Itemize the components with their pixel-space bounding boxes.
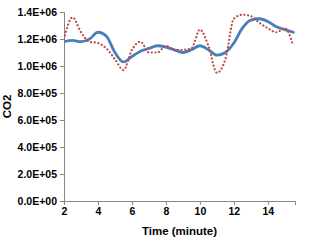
tick-mark [98, 201, 99, 205]
tick-label: 6.0E+05 [18, 114, 58, 126]
tick: 8 [163, 201, 169, 217]
tick: 8.0E+05 [18, 87, 64, 99]
tick: 4.0E+05 [18, 141, 64, 153]
tick-label: 4.0E+05 [18, 141, 58, 153]
axis-line [60, 13, 65, 202]
tick-mark [60, 66, 64, 67]
tick: 1.0E+06 [18, 60, 64, 72]
tick: 0.0E+00 [18, 195, 64, 207]
tick: 6 [130, 201, 136, 217]
tick-mark [132, 201, 133, 205]
tick-label: 0.0E+00 [18, 195, 58, 207]
lines [64, 15, 293, 73]
tick-label: 2.0E+05 [18, 168, 58, 180]
tick-label: 1.2E+06 [18, 33, 58, 45]
x-axis: 2 4 6 8 10 12 14 [62, 201, 296, 217]
tick-label: 1.4E+06 [18, 6, 58, 18]
tick-mark [60, 147, 64, 148]
tick: 10 [195, 201, 207, 217]
tick: 12 [229, 201, 241, 217]
tick-label: 1.0E+06 [18, 60, 58, 72]
tick: 1.2E+06 [18, 33, 64, 45]
tick-mark [60, 39, 64, 40]
tick: 2.0E+05 [18, 168, 64, 180]
tick-mark [60, 93, 64, 94]
tick: 6.0E+05 [18, 114, 64, 126]
tick-mark [200, 201, 201, 205]
tick-mark [60, 120, 64, 121]
x-axis-title: Time (minute) [142, 225, 217, 237]
tick: 4 [96, 201, 102, 217]
tick: 1.4E+06 [18, 6, 64, 18]
tick: 14 [262, 201, 274, 217]
tick-label: 10 [195, 205, 207, 217]
tick-label: 6 [130, 205, 136, 217]
tick-label: 4 [96, 205, 102, 217]
y-axis: 0.0E+00 2.0E+05 4.0E+05 6.0E+05 8.0E+05 1.0E+… [18, 6, 65, 207]
tick-label: 2 [62, 205, 68, 217]
tick-mark [60, 201, 64, 202]
tick-label: 12 [229, 205, 241, 217]
tick-mark [60, 12, 64, 13]
tick-label: 8.0E+05 [18, 87, 58, 99]
tick: 2 [62, 201, 68, 217]
y-axis-title: CO2 [1, 95, 13, 119]
tick-mark [166, 201, 167, 205]
tick-mark [234, 201, 235, 205]
series-line [64, 19, 293, 62]
tick-mark [268, 201, 269, 205]
tick-mark [60, 174, 64, 175]
tick-label: 8 [163, 205, 169, 217]
plot: 2 4 6 8 10 12 14 0.0E+00 2.0E+05 4.0E+05 6.0E+05 8.… [18, 6, 296, 218]
chart: 2 4 6 8 10 12 14 0.0E+00 2.0E+05 4.0E+05 6.0E+05 8.… [0, 0, 313, 243]
tick-label: 14 [262, 205, 274, 217]
series-line [64, 15, 293, 73]
